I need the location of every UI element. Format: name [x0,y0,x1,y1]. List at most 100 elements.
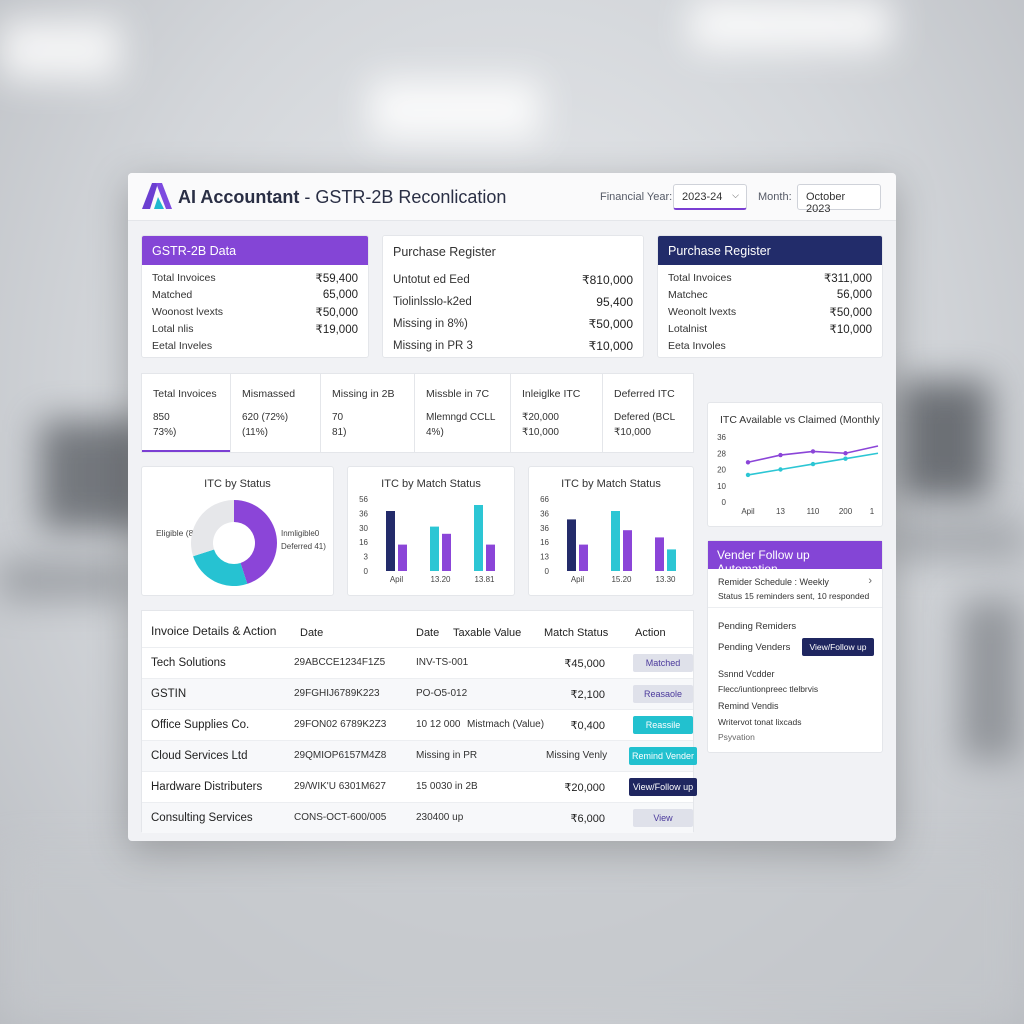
stat-value: ₹20,000 [522,412,559,423]
row-action-button[interactable]: Matched [633,654,693,672]
stat-missing-in-pr[interactable]: Missble in 7C Mlemngd CCLL 4%) [415,374,511,452]
followup-item[interactable]: Ssnnd Vcdder [718,669,775,679]
floor [0,850,1024,1024]
row-action-button[interactable]: View/Follow up [629,778,697,796]
x-tick-label: Apil [741,507,755,516]
gstin-cell: 29FON02 6789K2Z3 [294,719,387,730]
y-tick-label: 20 [717,466,726,475]
month-select[interactable]: October 2023 [797,184,881,215]
card-title: GSTR-2B Data [142,236,368,265]
table-row: GSTIN 29FGHIJ6789K223 PO-O5-012 ₹2,100 Reasa… [142,678,693,709]
gstin-cell: 29QMIOP6157M4Z8 [294,750,387,761]
status-cell: Missing Venly [546,750,608,761]
ceiling-light [690,0,890,50]
y-tick-label: 30 [359,524,368,533]
table-title: Invoice Details & Action [151,624,277,638]
stat-ineligible-itc[interactable]: Inleiglke ITC ₹20,000 ₹10,000 [511,374,603,452]
financial-year-select[interactable]: 2023-24 ⌵ [673,184,747,210]
row-label: Total Invoices [152,271,216,284]
followup-item[interactable]: Remind Vendis [718,701,779,711]
series-point [778,467,783,472]
ceiling-light [0,20,120,80]
summary-row: Missing in PR 3 ₹10,000 [383,335,643,357]
x-tick-label: 1 [870,507,875,516]
legend-label-right: Inmligible0 Deferred 41) [281,529,326,551]
stat-missing-in-2b[interactable]: Missing in 2B 70 81) [321,374,415,452]
followup-item[interactable]: Writervot tonat lixcads [718,717,802,727]
column-header: Action [635,627,666,639]
y-tick-label: 0 [545,567,550,576]
itc-by-match-status-chart: ITC by Match Status 0 3 16 30 36 56 Apil 13.20 1… [347,466,515,596]
series-point [745,460,751,465]
pending-reminders-label: Pending Remiders [718,621,797,632]
row-action-button[interactable]: View [633,809,693,827]
desk [890,520,1024,560]
stat-title: Inleiglke ITC [522,388,581,400]
row-value: ₹50,000 [588,317,633,331]
row-action-button[interactable]: Remind Vender [629,747,697,765]
row-label: Eeta Involes [668,339,726,352]
row-value: ₹19,000 [315,323,359,336]
series-point [778,452,783,458]
bar [623,530,632,571]
column-header: Match Status [544,627,609,639]
stat-subvalue: 81) [332,427,347,438]
row-label: Woonost lvexts [152,305,224,318]
gstin-cell: 29FGHIJ6789K223 [294,688,380,699]
bar [655,537,664,571]
row-action-button[interactable]: Reasaole [633,685,693,703]
row-value: ₹311,000 [823,272,872,285]
x-tick-label: Apil [390,575,404,584]
stat-value: 620 (72%) [242,412,289,423]
y-tick-label: 66 [540,495,549,504]
view-follow-up-button[interactable]: View/Follow up [802,638,874,656]
stat-deferred-itc[interactable]: Deferred ITC Defered (BCL ₹10,000 [603,374,693,452]
x-tick-label: 13.20 [430,575,451,584]
vendor-name: Cloud Services Ltd [151,750,248,762]
row-value: ₹10,000 [829,323,873,336]
chart-title: ITC by Status [204,478,271,490]
y-tick-label: 28 [717,449,726,458]
followup-item[interactable]: Flecc/iuntionpreec tlelbrvis [718,684,819,694]
x-tick-label: Apil [571,575,585,584]
app-name: AI Accountant [178,187,300,207]
y-tick-label: 10 [717,482,726,491]
gstin-cell: CONS-OCT-600/005 [294,812,387,823]
reminder-status: Status 15 reminders sent, 10 responded [718,591,870,601]
chevron-right-icon[interactable]: › [868,575,872,587]
stat-value: 850 [153,412,170,423]
bar-chart: 0 3 16 30 36 56 Apil 13.20 13.81 [359,495,495,584]
financial-year-label: Financial Year: [600,191,673,203]
panel-title: Vender Follow up Automation [708,541,882,576]
row-value: ₹50,000 [315,306,359,319]
series-point [810,461,816,467]
row-value: 95,400 [596,295,633,309]
y-tick-label: 3 [364,553,369,562]
invoice-cell: 15 0030 in 2B [416,781,478,792]
bar [442,533,451,571]
invoice-table: Invoice Details & Action Date Date Taxab… [141,610,697,833]
summary-row: Total Invoices ₹311,000 [658,269,882,286]
chart-title: ITC Available vs Claimed (Monthly [720,414,880,426]
column-header: Taxable Value [453,627,522,639]
stat-mismatched[interactable]: Mismassed 620 (72%) (11%) [231,374,321,452]
bar [386,511,395,571]
stat-title: Missble in 7C [426,388,490,400]
amount-cell: ₹20,000 [564,782,605,794]
table-row: Cloud Services Ltd 29QMIOP6157M4Z8 Missing… [142,740,697,771]
summary-row: Eeta Involes [658,337,882,354]
vendor-name: Consulting Services [151,812,253,824]
vendor-name: Office Supplies Co. [151,719,250,731]
card-title: Purchase Register [383,236,643,265]
stat-total-invoices[interactable]: Tetal Invoices 850 73%) [142,374,231,452]
y-tick-label: 36 [540,524,549,533]
row-label: Lotalnist [668,322,708,335]
row-label: Lotal nlis [152,322,194,335]
financial-year-value: 2023-24 [682,191,723,203]
row-action-button[interactable]: Reassile [633,716,693,734]
x-tick-label: 15.20 [611,575,632,584]
stat-subvalue: ₹10,000 [614,427,651,438]
column-header: Date [416,627,440,639]
followup-item[interactable]: Psyvation [718,732,755,742]
summary-row: Total Invoices ₹59,400 [142,269,368,286]
